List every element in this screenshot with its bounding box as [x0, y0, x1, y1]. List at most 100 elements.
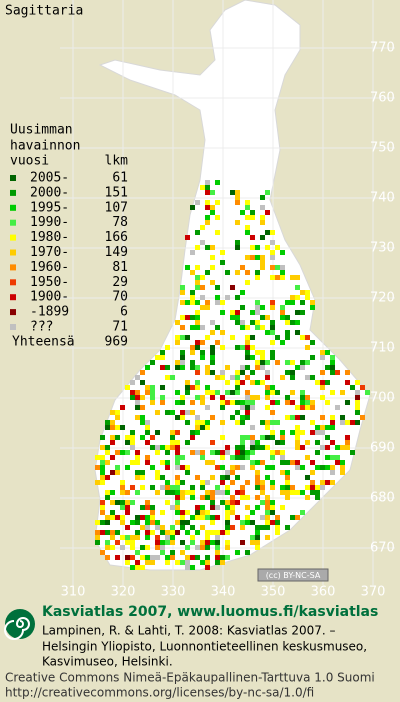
- record-square: [155, 525, 160, 530]
- record-square: [260, 235, 265, 240]
- record-square: [280, 440, 285, 445]
- record-square: [200, 325, 205, 330]
- record-square: [130, 435, 135, 440]
- record-square: [255, 460, 260, 465]
- record-square: [185, 335, 190, 340]
- record-square: [270, 400, 275, 405]
- record-square: [295, 465, 300, 470]
- record-square: [170, 490, 175, 495]
- record-square: [320, 380, 325, 385]
- record-square: [290, 275, 295, 280]
- record-square: [255, 275, 260, 280]
- legend-label: 1960-: [30, 260, 69, 275]
- record-square: [310, 470, 315, 475]
- record-square: [125, 435, 130, 440]
- record-square: [295, 460, 300, 465]
- record-square: [210, 395, 215, 400]
- record-square: [125, 505, 130, 510]
- record-square: [205, 205, 210, 210]
- legend-label: 2000-: [30, 185, 69, 200]
- record-square: [215, 485, 220, 490]
- record-square: [170, 435, 175, 440]
- license-badge: [257, 568, 329, 582]
- record-square: [225, 555, 230, 560]
- record-square: [200, 340, 205, 345]
- record-square: [245, 455, 250, 460]
- record-square: [275, 360, 280, 365]
- record-square: [330, 365, 335, 370]
- record-square: [275, 275, 280, 280]
- record-square: [270, 480, 275, 485]
- record-square: [175, 365, 180, 370]
- record-square: [195, 280, 200, 285]
- record-square: [280, 305, 285, 310]
- record-square: [140, 545, 145, 550]
- record-square: [165, 540, 170, 545]
- record-square: [270, 275, 275, 280]
- record-square: [305, 485, 310, 490]
- record-square: [150, 555, 155, 560]
- record-square: [340, 445, 345, 450]
- record-square: [295, 515, 300, 520]
- northing-label: 740: [370, 191, 395, 206]
- record-square: [140, 525, 145, 530]
- record-square: [180, 515, 185, 520]
- record-square: [195, 325, 200, 330]
- record-square: [285, 315, 290, 320]
- record-square: [245, 505, 250, 510]
- record-square: [280, 470, 285, 475]
- record-square: [145, 440, 150, 445]
- record-square: [240, 540, 245, 545]
- record-square: [290, 295, 295, 300]
- record-square: [180, 415, 185, 420]
- record-square: [325, 425, 330, 430]
- license-text: Creative Commons Nimeä-Epäkaupallinen-Ta…: [5, 671, 375, 685]
- record-square: [225, 545, 230, 550]
- record-square: [275, 420, 280, 425]
- record-square: [215, 530, 220, 535]
- record-square: [305, 345, 310, 350]
- record-square: [200, 285, 205, 290]
- record-square: [320, 425, 325, 430]
- record-square: [135, 530, 140, 535]
- record-square: [250, 460, 255, 465]
- record-square: [310, 480, 315, 485]
- record-square: [325, 365, 330, 370]
- record-square: [240, 495, 245, 500]
- record-square: [270, 505, 275, 510]
- record-square: [175, 530, 180, 535]
- record-square: [320, 465, 325, 470]
- legend-count: 70: [112, 290, 128, 305]
- record-square: [250, 520, 255, 525]
- record-square: [120, 425, 125, 430]
- record-square: [300, 415, 305, 420]
- record-square: [265, 210, 270, 215]
- record-square: [270, 410, 275, 415]
- record-square: [180, 490, 185, 495]
- record-square: [185, 410, 190, 415]
- footer-title: Kasviatlas 2007, www.luomus.fi/kasviatla…: [42, 604, 378, 620]
- record-square: [165, 560, 170, 565]
- record-square: [180, 540, 185, 545]
- record-square: [195, 430, 200, 435]
- record-square: [195, 555, 200, 560]
- record-square: [145, 460, 150, 465]
- record-square: [225, 505, 230, 510]
- record-square: [290, 490, 295, 495]
- legend-count: 81: [112, 260, 128, 275]
- record-square: [255, 305, 260, 310]
- record-square: [180, 355, 185, 360]
- record-square: [165, 500, 170, 505]
- record-square: [280, 275, 285, 280]
- record-square: [250, 355, 255, 360]
- record-square: [200, 355, 205, 360]
- record-square: [225, 470, 230, 475]
- record-square: [155, 490, 160, 495]
- record-square: [220, 480, 225, 485]
- legend-swatch: [10, 279, 16, 286]
- record-square: [245, 550, 250, 555]
- record-square: [220, 475, 225, 480]
- record-square: [215, 515, 220, 520]
- record-square: [205, 545, 210, 550]
- record-square: [260, 480, 265, 485]
